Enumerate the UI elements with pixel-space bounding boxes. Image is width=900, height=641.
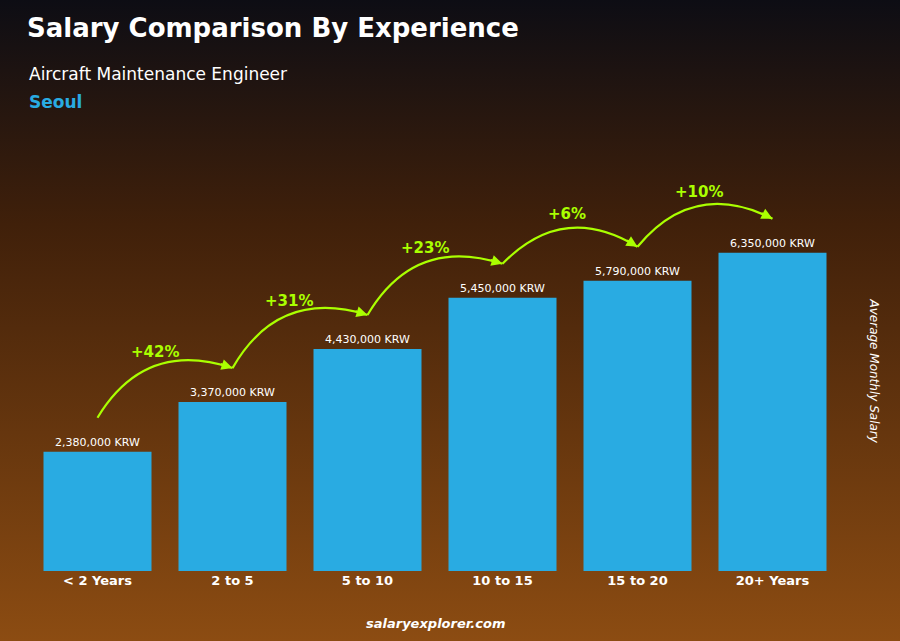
svg-text:5 to 10: 5 to 10 (342, 573, 393, 588)
svg-text:6,350,000 KRW: 6,350,000 KRW (730, 237, 815, 250)
svg-text:10 to 15: 10 to 15 (472, 573, 532, 588)
svg-text:2,380,000 KRW: 2,380,000 KRW (55, 436, 140, 449)
svg-text:Seoul: Seoul (29, 92, 82, 112)
svg-text:salaryexplorer.com: salaryexplorer.com (366, 616, 505, 631)
svg-text:Average Monthly Salary: Average Monthly Salary (867, 299, 881, 444)
svg-text:< 2 Years: < 2 Years (63, 573, 132, 588)
svg-text:+42%: +42% (131, 343, 179, 361)
svg-text:5,790,000 KRW: 5,790,000 KRW (595, 265, 680, 278)
svg-text:+31%: +31% (265, 292, 313, 310)
svg-text:4,430,000 KRW: 4,430,000 KRW (325, 333, 410, 346)
svg-text:+6%: +6% (548, 205, 586, 223)
svg-text:5,450,000 KRW: 5,450,000 KRW (460, 282, 545, 295)
svg-text:20+ Years: 20+ Years (736, 573, 810, 588)
svg-text:Aircraft Maintenance Engineer: Aircraft Maintenance Engineer (29, 64, 287, 84)
svg-text:3,370,000 KRW: 3,370,000 KRW (190, 386, 275, 399)
svg-text:+23%: +23% (401, 239, 449, 257)
svg-text:Salary Comparison By Experienc: Salary Comparison By Experience (27, 13, 519, 43)
svg-text:15 to 20: 15 to 20 (607, 573, 667, 588)
svg-text:2 to 5: 2 to 5 (211, 573, 253, 588)
svg-text:+10%: +10% (675, 183, 723, 201)
